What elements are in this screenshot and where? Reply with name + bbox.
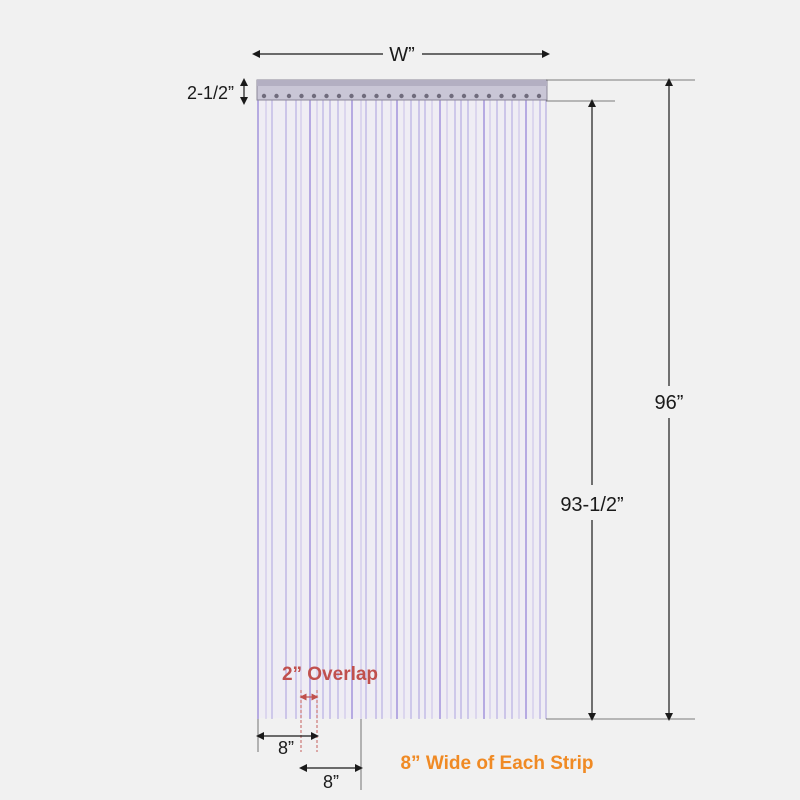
header-bolt <box>486 93 492 99</box>
header-bolt <box>436 93 442 99</box>
header-height-label: 2-1/2” <box>187 83 234 103</box>
total-height-label: 96” <box>655 392 684 414</box>
header-bolt <box>374 93 379 99</box>
header-bolt <box>311 93 317 99</box>
header-bolt <box>336 93 342 99</box>
mounting-header <box>256 79 548 101</box>
header-bolt <box>274 93 279 99</box>
overlap-label: 2” Overlap <box>282 664 378 685</box>
header-bolt <box>499 93 504 99</box>
header-bolt <box>386 93 392 99</box>
header-bolt <box>411 93 417 99</box>
strip-b-width-label: 8” <box>323 772 339 792</box>
header-bolt <box>449 93 454 99</box>
header-bolt <box>324 93 329 99</box>
header-bolt <box>261 93 267 99</box>
curtain-body <box>258 100 546 718</box>
header-bolt <box>424 93 429 99</box>
curtain-strips <box>257 100 547 719</box>
header-bolt <box>399 93 404 99</box>
header-bolt <box>524 93 529 99</box>
width-label: W” <box>389 44 415 66</box>
header-bolt <box>299 93 304 99</box>
strip-a-width-label: 8” <box>278 738 294 758</box>
strip-height-label: 93-1/2” <box>560 494 623 516</box>
strip-width-note: 8” Wide of Each Strip <box>400 753 593 774</box>
header-bolt <box>511 93 517 99</box>
header-bolt <box>474 93 479 99</box>
header-bolt <box>349 93 354 99</box>
header-bolt <box>536 93 542 99</box>
header-bolt <box>461 93 467 99</box>
header-bolt <box>286 93 292 99</box>
header-bolt <box>361 93 367 99</box>
